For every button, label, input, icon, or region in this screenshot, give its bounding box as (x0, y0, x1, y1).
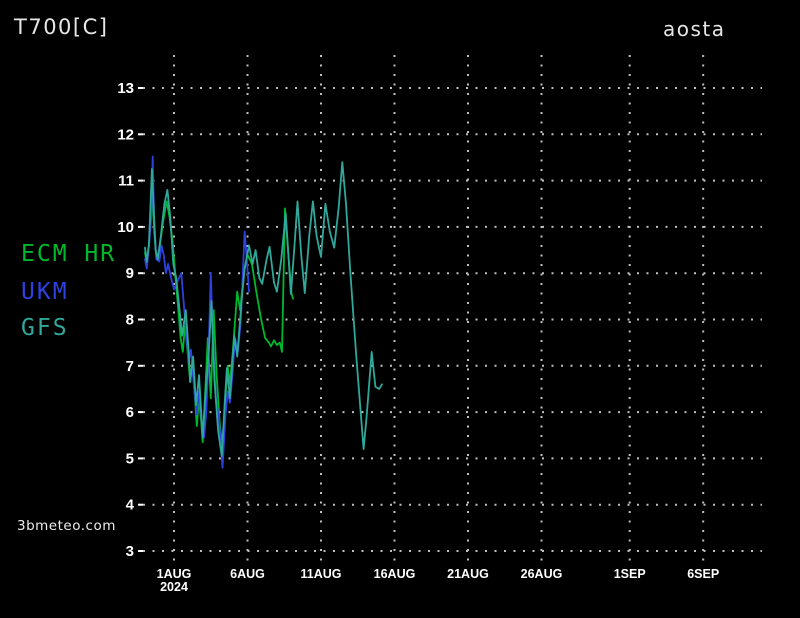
legend-item-ukm: UKM (21, 279, 69, 305)
y-tick-label: 6 (126, 404, 134, 421)
legend-item-ecm-hr: ECM HR (21, 241, 117, 267)
y-tick-label: 12 (117, 126, 134, 143)
horizontal-gridlines (138, 87, 762, 552)
location-label: aosta (663, 17, 726, 41)
y-tick-label: 11 (118, 173, 134, 190)
chart-title: T700[C] (14, 15, 109, 39)
vertical-gridlines (173, 55, 705, 562)
y-tick-label: 3 (126, 543, 134, 560)
y-tick-label: 8 (126, 312, 134, 329)
series-lines (144, 155, 383, 469)
y-tick-label: 10 (117, 219, 134, 236)
y-tick-label: 7 (126, 358, 134, 375)
x-tick-label: 6SEP (687, 567, 719, 581)
series-line-gfs (144, 161, 383, 457)
x-tick-label: 1AUG (157, 567, 192, 581)
y-tick-label: 9 (126, 265, 134, 282)
x-tick-label: 6AUG (230, 567, 265, 581)
y-tick-label: 4 (126, 497, 135, 514)
x-tick-label: 11AUG (301, 567, 342, 581)
legend-item-gfs: GFS (21, 315, 69, 341)
x-tick-label: 21AUG (447, 567, 489, 581)
series-line-ecm-hr (144, 184, 294, 450)
watermark: 3bmeteo.com (17, 518, 116, 534)
x-tick-sublabel: 2024 (160, 580, 188, 594)
y-tick-label: 13 (117, 80, 134, 97)
x-tick-label: 1SEP (614, 567, 646, 581)
x-tick-label: 26AUG (521, 567, 563, 581)
y-tick-label: 5 (126, 450, 134, 467)
x-tick-label: 16AUG (374, 567, 416, 581)
y-axis-tick-labels: 3 4 5 6 7 8 9 10 11 12 13 (117, 80, 134, 560)
